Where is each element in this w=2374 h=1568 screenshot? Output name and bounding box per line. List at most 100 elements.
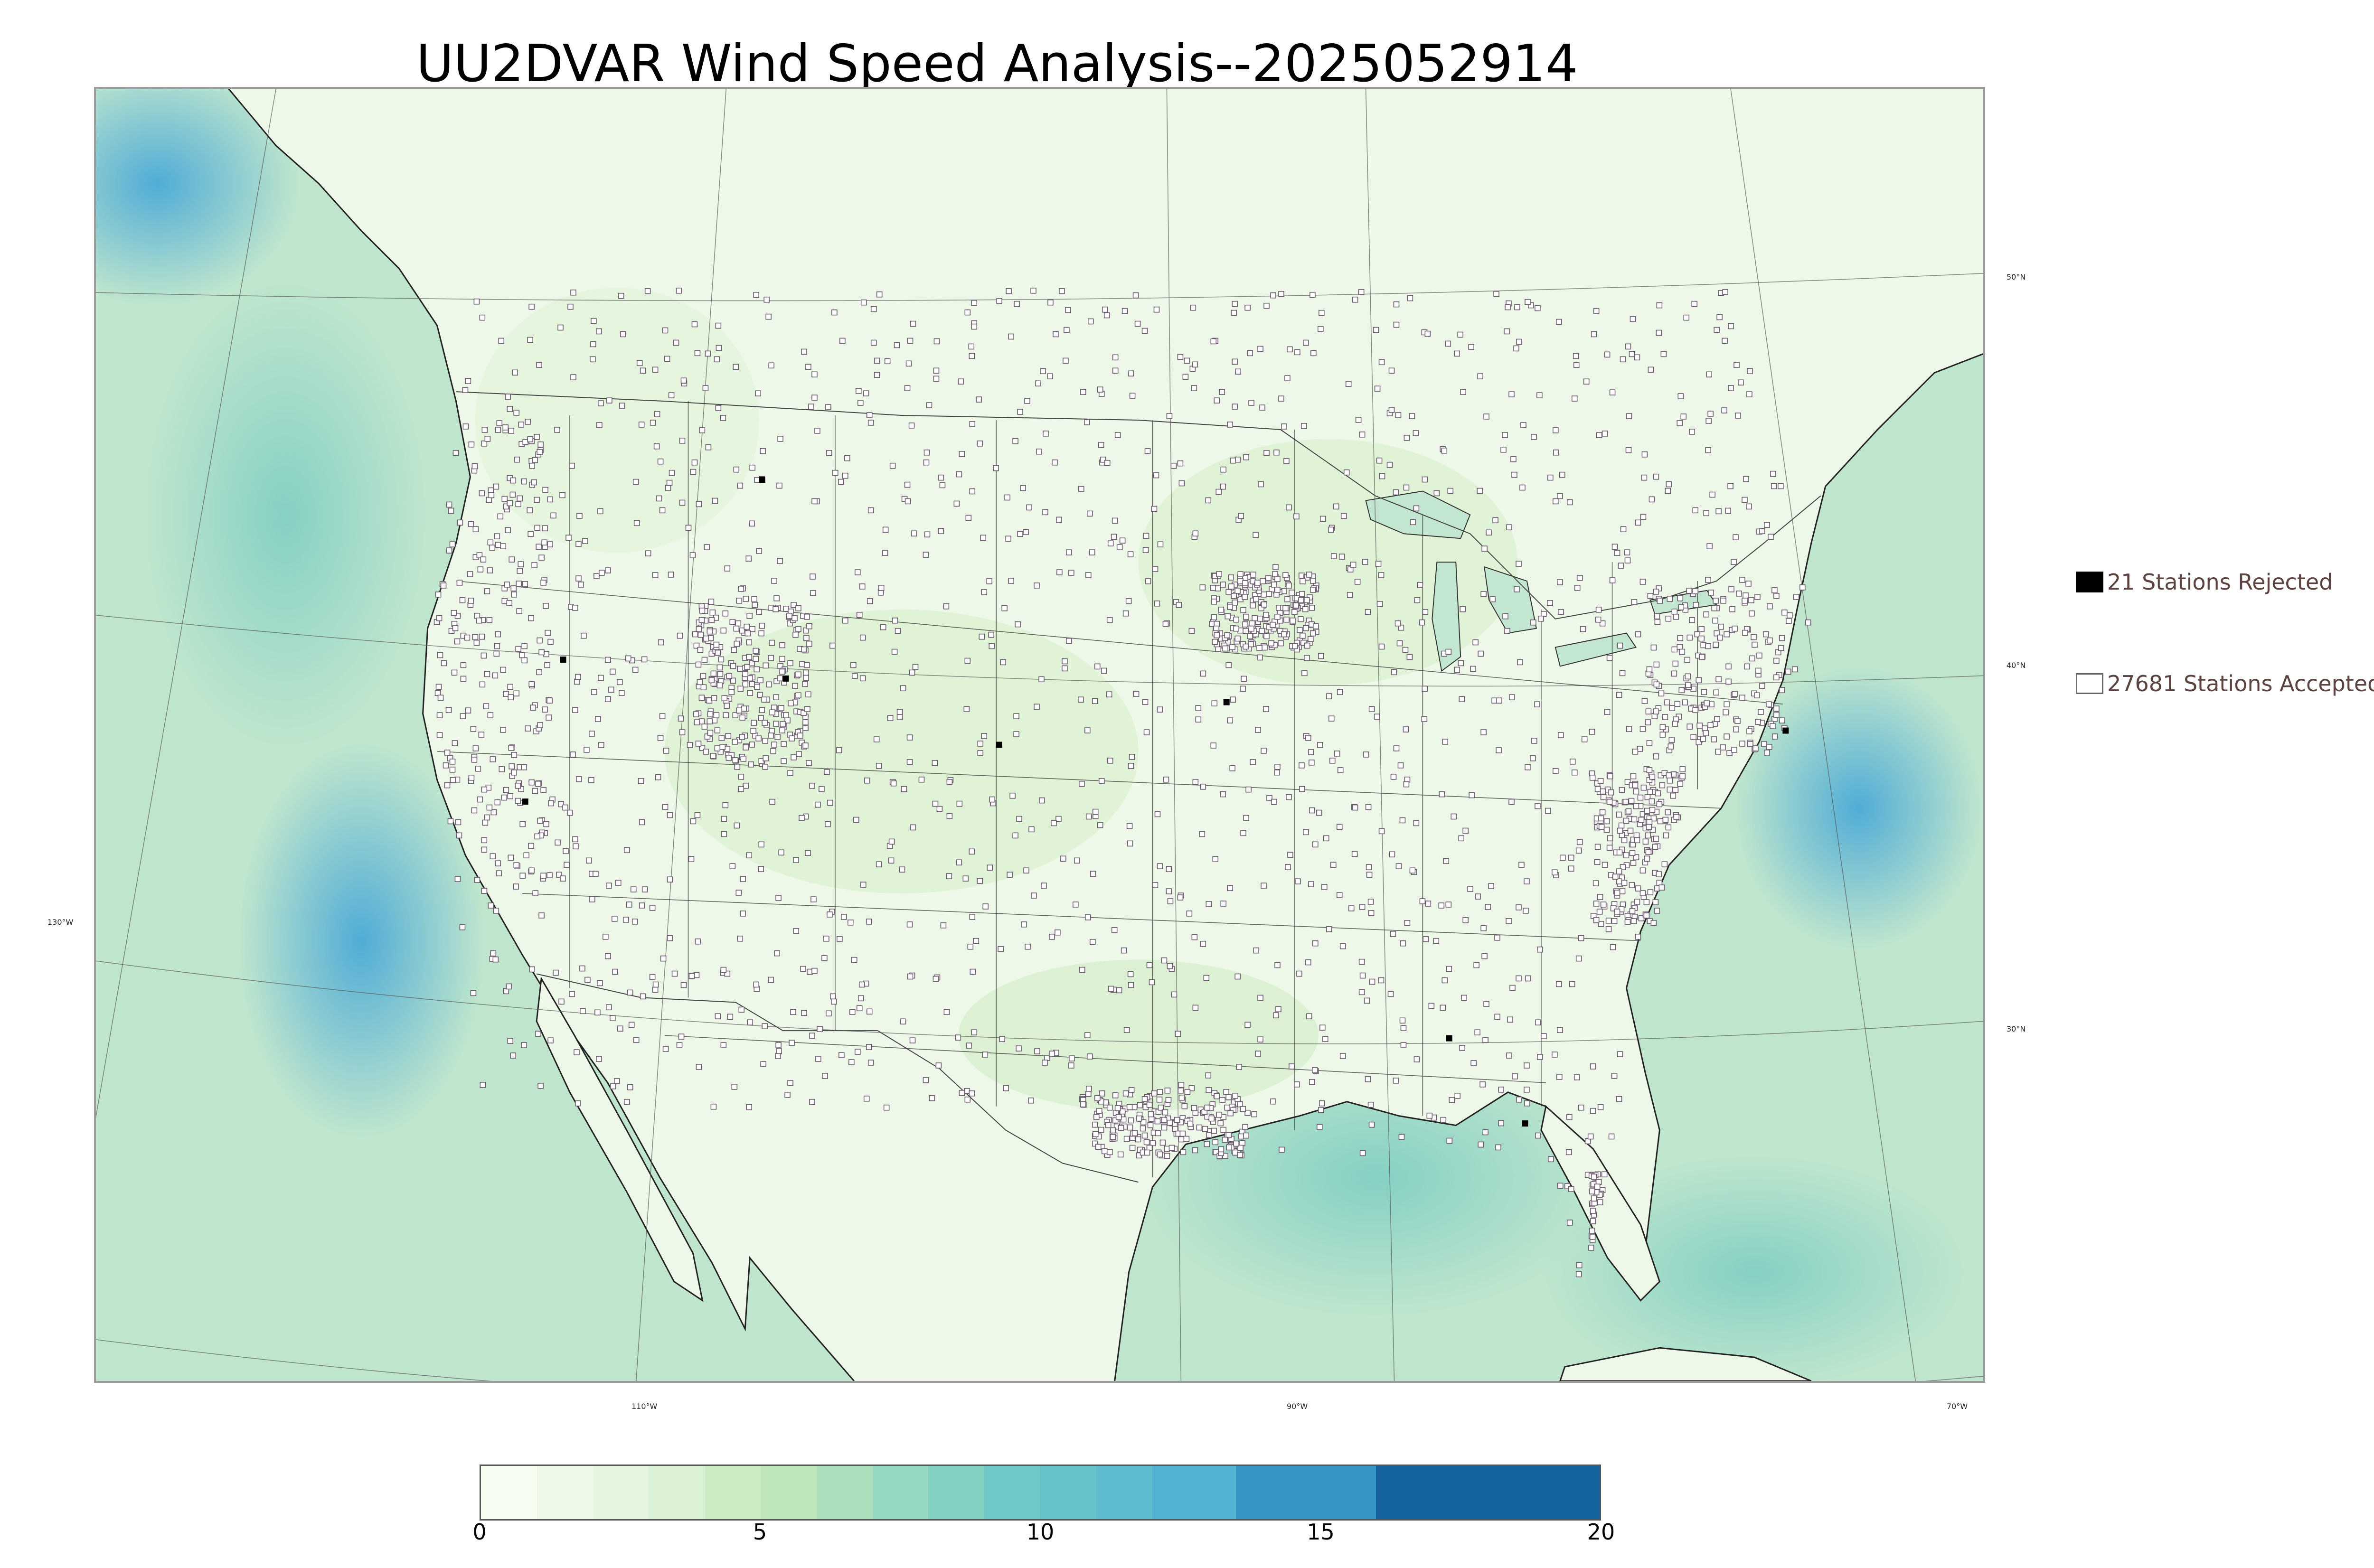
map-panel[interactable] [94,87,1985,1383]
accepted-station [1161,1124,1168,1131]
accepted-station [699,607,706,614]
accepted-station [1273,1012,1279,1019]
accepted-station [509,491,516,498]
accepted-station [964,1096,971,1103]
accepted-station [1654,908,1660,914]
accepted-station [1298,616,1304,622]
accepted-station [1304,655,1310,661]
accepted-station [901,786,907,792]
accepted-station [953,500,960,507]
accepted-station [738,1006,745,1013]
accepted-station [644,288,651,294]
accepted-station [1133,691,1140,697]
accepted-station [680,377,687,384]
accepted-station [476,552,483,558]
accepted-station [1243,1132,1249,1139]
accepted-station [1641,698,1648,704]
accepted-station [481,441,488,447]
accepted-station [894,342,900,348]
accepted-station [1478,1141,1484,1148]
accepted-station [1692,588,1699,594]
accepted-station [687,742,693,748]
accepted-station [1680,413,1687,420]
accepted-station [1684,657,1691,663]
accepted-station [525,419,531,425]
accepted-station [1537,946,1543,953]
accepted-station [1770,470,1776,477]
accepted-station [980,535,987,541]
accepted-station [1573,362,1580,368]
accepted-station [1253,532,1259,538]
accepted-station [1220,582,1226,588]
accepted-station [1525,299,1531,305]
accepted-station [932,800,939,807]
accepted-station [1644,807,1650,814]
accepted-station [1274,962,1281,968]
accepted-station [1659,782,1666,789]
accepted-station [746,639,753,646]
accepted-station [1230,457,1236,464]
accepted-station [1785,668,1791,675]
accepted-station [760,448,766,454]
accepted-station [815,1056,821,1062]
accepted-station [849,1009,856,1015]
accepted-station [1778,483,1784,489]
accepted-station [698,695,705,701]
accepted-station [528,867,535,873]
accepted-station [778,705,784,711]
accepted-station [1422,609,1429,615]
accepted-station [1395,863,1402,869]
accepted-station [435,592,442,598]
accepted-station [809,1033,815,1039]
accepted-station [640,993,646,1000]
accepted-station [1062,665,1068,672]
accepted-station [1006,288,1012,294]
accepted-station [1227,885,1233,891]
accepted-station [695,741,702,747]
accepted-station [555,839,561,846]
accepted-station [1085,1090,1092,1097]
accepted-station [757,692,763,698]
accepted-station [667,876,673,883]
accepted-station [1056,516,1062,523]
accepted-station [1227,717,1233,723]
accepted-station [622,917,629,923]
accepted-station [509,763,515,770]
accepted-station [806,640,812,647]
great-lakes [1483,566,1537,634]
accepted-station [1047,299,1054,306]
accepted-station [863,390,869,396]
accepted-station [900,685,906,692]
accepted-station [1716,314,1723,320]
accepted-station [736,707,743,714]
accepted-station [715,405,722,411]
accepted-station [754,477,760,483]
accepted-station [516,581,522,587]
wind-speed-map[interactable] [96,89,1983,1381]
accepted-station [1470,666,1476,672]
accepted-station [1001,605,1008,611]
accepted-station [483,703,490,709]
accepted-station [1157,1089,1163,1095]
accepted-station [892,617,898,624]
accepted-station [1724,733,1730,740]
accepted-station [1094,663,1101,670]
accepted-station [459,597,466,603]
accepted-station [1713,689,1719,696]
accepted-station [1143,533,1149,539]
accepted-station [826,450,832,456]
accepted-station [773,694,779,701]
accepted-station [593,871,599,877]
accepted-station [1317,1124,1323,1130]
accepted-station [1263,450,1270,456]
accepted-station [867,598,873,604]
accepted-station [866,919,872,925]
accepted-station [508,854,514,861]
accepted-station [481,427,488,433]
accepted-station [537,637,543,644]
accepted-station [859,634,866,641]
accepted-station [1225,589,1232,595]
accepted-station [537,449,543,455]
accepted-station [507,500,513,507]
accepted-station [1633,854,1639,861]
